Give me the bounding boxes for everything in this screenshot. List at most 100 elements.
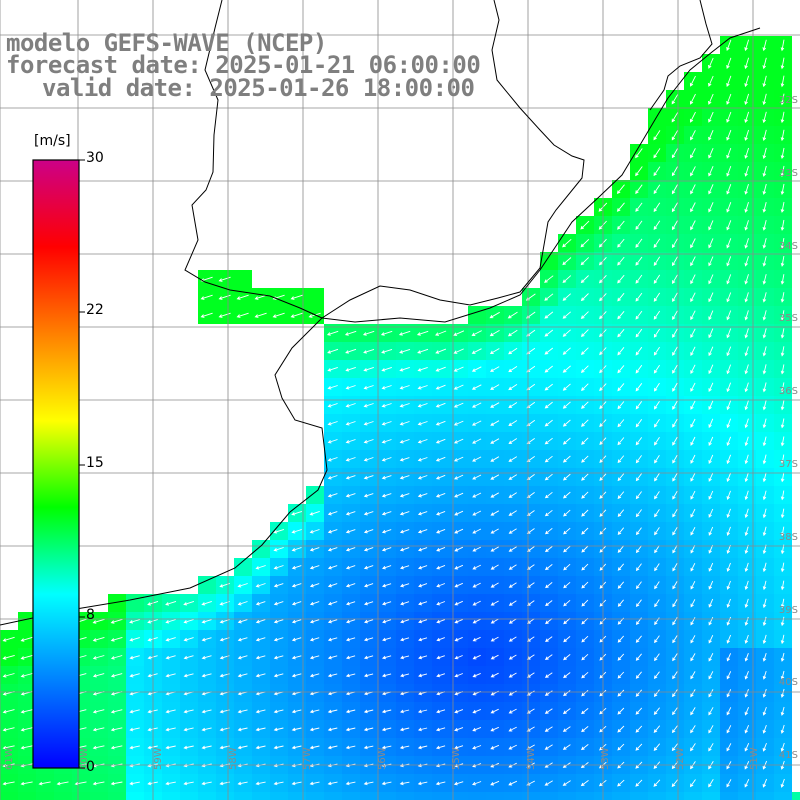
wind-arrow xyxy=(165,781,176,786)
wind-arrow xyxy=(744,292,749,303)
wind-arrow xyxy=(165,745,176,750)
wind-arrow xyxy=(236,312,249,318)
wind-arrow xyxy=(690,346,696,357)
wind-arrow xyxy=(562,437,571,445)
wind-arrow xyxy=(580,311,589,320)
wind-arrow xyxy=(780,526,785,537)
wind-arrow xyxy=(744,562,749,572)
wind-arrow xyxy=(2,673,15,678)
wind-arrow xyxy=(635,166,643,177)
wind-arrow xyxy=(201,727,212,732)
wind-arrow xyxy=(653,689,660,698)
wind-arrow xyxy=(526,708,535,714)
wind-arrow xyxy=(381,511,392,516)
wind-arrow xyxy=(744,382,749,393)
wind-arrow xyxy=(472,654,481,660)
wind-arrow xyxy=(327,673,338,678)
wind-arrow xyxy=(201,673,212,678)
wind-arrow xyxy=(617,563,625,571)
lat-label: 35S xyxy=(779,313,798,324)
wind-arrow xyxy=(472,528,482,534)
wind-arrow xyxy=(201,655,212,660)
wind-arrow xyxy=(708,238,714,249)
wind-arrow xyxy=(309,510,320,516)
wind-arrow xyxy=(417,511,428,516)
wind-arrow xyxy=(508,384,518,391)
wind-arrow xyxy=(762,724,767,734)
wind-arrow xyxy=(780,310,785,321)
wind-arrow xyxy=(762,436,767,447)
wind-arrow xyxy=(671,148,678,159)
wind-arrow xyxy=(435,438,446,444)
wind-arrow xyxy=(92,673,105,678)
wind-arrow xyxy=(780,183,785,196)
wind-arrow xyxy=(654,635,660,644)
wind-arrow xyxy=(690,436,696,446)
wind-arrow xyxy=(129,655,140,660)
wind-arrow xyxy=(472,564,482,570)
wind-arrow xyxy=(617,274,625,284)
speed-cell xyxy=(468,792,486,800)
lat-label: 41S xyxy=(779,750,798,761)
wind-arrow xyxy=(472,510,482,516)
wind-arrow xyxy=(708,310,714,321)
wind-arrow xyxy=(237,601,248,606)
model-title: modelo GEFS-WAVE (NCEP) xyxy=(6,29,327,57)
wind-arrow xyxy=(780,418,785,429)
wind-arrow xyxy=(671,112,679,123)
wind-arrow xyxy=(689,93,696,105)
wind-arrow xyxy=(635,509,642,518)
wind-arrow xyxy=(563,527,571,535)
wind-arrow xyxy=(544,672,553,678)
speed-cell xyxy=(540,252,558,270)
wind-arrow xyxy=(273,637,284,642)
wind-arrow xyxy=(454,636,463,642)
wind-arrow xyxy=(617,383,625,392)
wind-arrow xyxy=(471,348,482,354)
wind-arrow xyxy=(327,655,338,660)
wind-arrow xyxy=(165,673,176,678)
wind-arrow xyxy=(617,292,625,302)
wind-arrow xyxy=(418,655,428,660)
wind-arrow xyxy=(345,385,356,390)
wind-arrow xyxy=(363,403,374,408)
wind-arrow xyxy=(363,385,374,390)
wind-arrow xyxy=(20,781,33,786)
wind-arrow xyxy=(472,438,482,444)
wind-arrow xyxy=(726,310,732,321)
wind-arrow xyxy=(762,562,767,573)
wind-arrow xyxy=(255,745,266,750)
speed-cell xyxy=(432,792,450,800)
wind-arrow xyxy=(346,619,356,624)
colorbar-tick-30: 30 xyxy=(86,150,104,166)
wind-arrow xyxy=(617,599,624,607)
speed-cell xyxy=(630,792,648,800)
wind-arrow xyxy=(345,475,356,480)
speed-cell xyxy=(126,594,144,612)
wind-arrow xyxy=(346,637,356,642)
wind-arrow xyxy=(309,619,320,624)
wind-arrow xyxy=(418,583,428,588)
wind-arrow xyxy=(490,744,500,750)
speed-cell xyxy=(648,792,666,800)
wind-arrow xyxy=(562,708,571,715)
wind-arrow xyxy=(635,743,643,751)
wind-arrow xyxy=(273,565,284,570)
wind-arrow xyxy=(744,256,749,267)
wind-arrow xyxy=(762,598,767,609)
wind-arrow xyxy=(672,418,678,428)
wind-arrow xyxy=(617,311,625,320)
wind-arrow xyxy=(92,781,105,786)
wind-arrow xyxy=(671,202,678,213)
wind-arrow xyxy=(417,385,428,390)
wind-arrow xyxy=(435,727,446,732)
wind-arrow xyxy=(309,655,320,660)
wind-arrow xyxy=(635,328,643,338)
wind-arrow xyxy=(273,709,284,714)
lon-label: 51W xyxy=(749,747,760,770)
wind-arrow xyxy=(454,546,464,552)
wind-arrow xyxy=(345,348,357,354)
lon-label: 52W xyxy=(675,747,686,770)
wind-arrow xyxy=(672,509,678,518)
wind-arrow xyxy=(453,366,464,372)
